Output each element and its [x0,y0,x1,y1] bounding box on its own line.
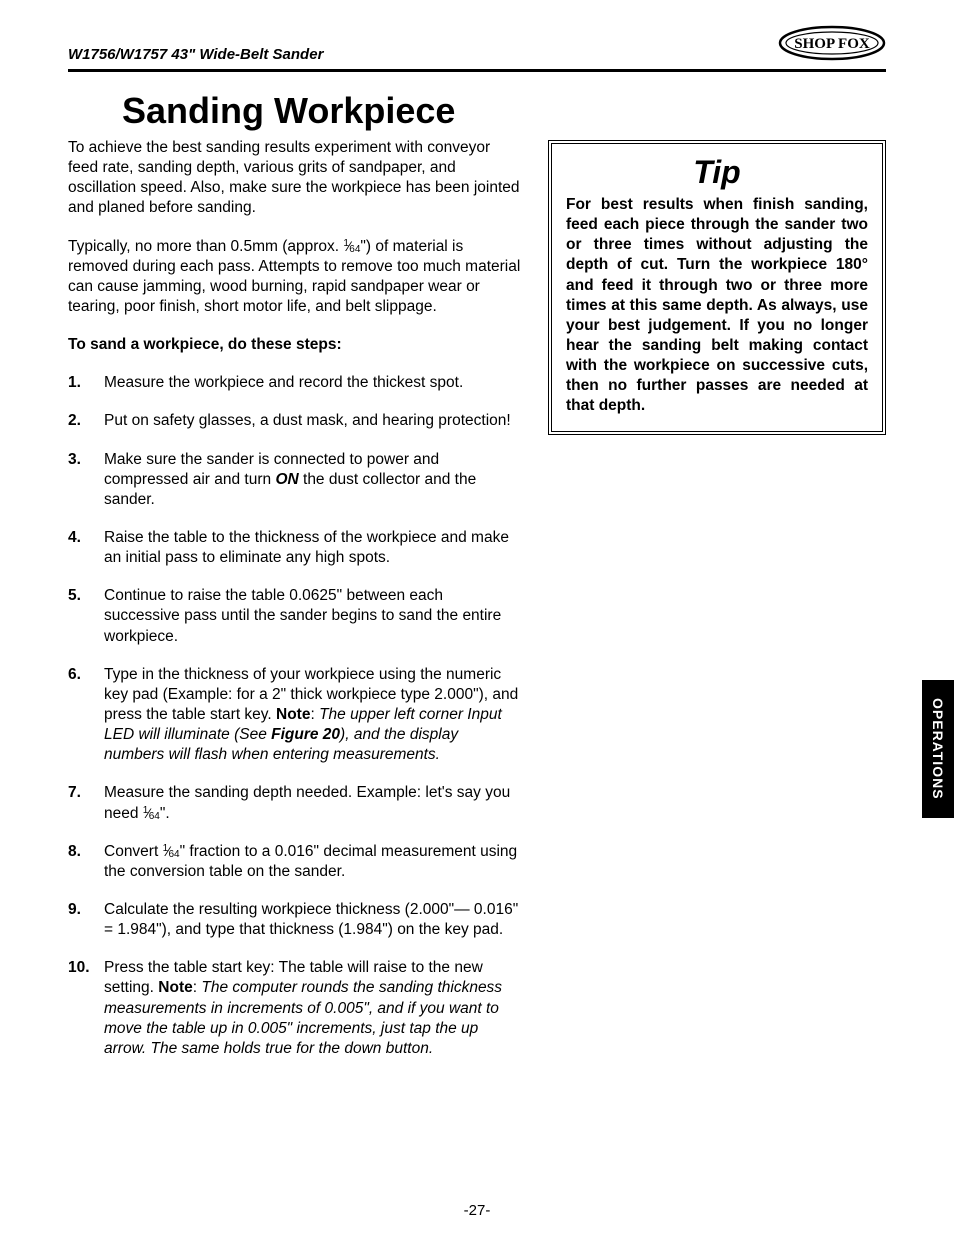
tip-title: Tip [566,154,868,191]
step-body: Measure the workpiece and record the thi… [104,373,522,393]
product-title: W1756/W1757 43" Wide-Belt Sander [68,46,323,63]
intro-paragraph-2: Typically, no more than 0.5mm (approx. 1… [68,237,522,318]
list-item: 8. Convert 1⁄64" fraction to a 0.016" de… [68,842,522,882]
fraction: 1⁄64 [343,237,360,257]
logo-text: SHOP FOX [794,36,870,52]
tip-body: For best results when finish sanding, fe… [566,195,868,417]
step-number: 10. [68,958,94,1059]
list-item: 3. Make sure the sander is connected to … [68,450,522,510]
list-item: 7. Measure the sanding depth needed. Exa… [68,783,522,823]
header: W1756/W1757 43" Wide-Belt Sander SHOP FO… [68,20,886,72]
step-number: 3. [68,450,94,510]
step-number: 1. [68,373,94,393]
step-number: 6. [68,665,94,766]
note-label: Note [276,706,310,723]
tip-box: Tip For best results when finish sanding… [548,140,886,435]
list-item: 5. Continue to raise the table 0.0625" b… [68,586,522,646]
step-body: Continue to raise the table 0.0625" betw… [104,586,522,646]
note-label: Note [158,979,192,996]
step-body: Put on safety glasses, a dust mask, and … [104,411,522,431]
fraction: 1⁄64 [143,804,160,824]
step-body: Convert 1⁄64" fraction to a 0.016" decim… [104,842,522,882]
step-body: Type in the thickness of your workpiece … [104,665,522,766]
page-title: Sanding Workpiece [122,90,886,132]
list-item: 6. Type in the thickness of your workpie… [68,665,522,766]
step-body: Raise the table to the thickness of the … [104,528,522,568]
fraction: 1⁄64 [163,842,180,862]
main-column: To achieve the best sanding results expe… [68,138,522,1077]
list-item: 9. Calculate the resulting workpiece thi… [68,900,522,940]
list-item: 2. Put on safety glasses, a dust mask, a… [68,411,522,431]
shop-fox-logo: SHOP FOX [778,24,886,67]
list-item: 1. Measure the workpiece and record the … [68,373,522,393]
steps-list: 1. Measure the workpiece and record the … [68,373,522,1059]
step-body: Measure the sanding depth needed. Exampl… [104,783,522,823]
list-item: 4. Raise the table to the thickness of t… [68,528,522,568]
step-number: 2. [68,411,94,431]
step-number: 9. [68,900,94,940]
step-body: Make sure the sander is connected to pow… [104,450,522,510]
page-number: -27- [0,1202,954,1219]
content-columns: To achieve the best sanding results expe… [68,138,886,1077]
intro-paragraph-1: To achieve the best sanding results expe… [68,138,522,219]
section-tab-operations: OPERATIONS [922,680,954,818]
step-body: Calculate the resulting workpiece thickn… [104,900,522,940]
on-emphasis: ON [275,471,298,488]
step-number: 4. [68,528,94,568]
step-number: 7. [68,783,94,823]
step-body: Press the table start key: The table wil… [104,958,522,1059]
step-number: 8. [68,842,94,882]
step-number: 5. [68,586,94,646]
list-item: 10. Press the table start key: The table… [68,958,522,1059]
page: W1756/W1757 43" Wide-Belt Sander SHOP FO… [0,0,954,1235]
steps-intro: To sand a workpiece, do these steps: [68,335,522,355]
